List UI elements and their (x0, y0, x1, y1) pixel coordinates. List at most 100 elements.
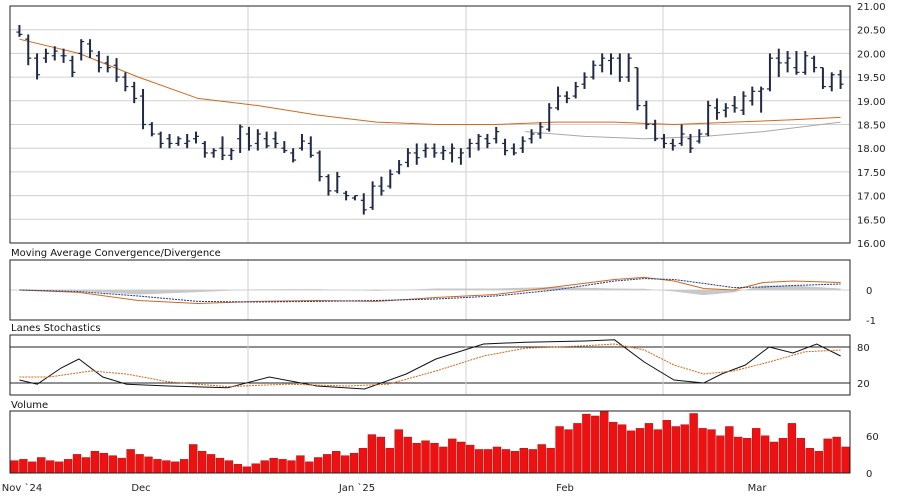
price-bar (369, 181, 376, 210)
x-tick-label: Nov `24 (2, 482, 42, 494)
volume-bar (725, 426, 734, 474)
volume-bar (108, 455, 117, 474)
volume-bar (332, 451, 341, 474)
price-tick-label: 20.50 (857, 26, 886, 37)
volume-bar (734, 436, 743, 474)
price-bar (590, 60, 597, 80)
volume-tick-label: 60 (866, 432, 879, 443)
volume-bar (573, 423, 582, 474)
volume-bar (269, 457, 278, 474)
macd-tick-label: -1 (866, 316, 876, 327)
volume-bar (519, 448, 528, 474)
price-bar (42, 48, 49, 63)
volume-bar (412, 443, 421, 474)
volume-bar (233, 464, 243, 474)
price-tick-label: 19.00 (857, 97, 886, 108)
volume-bar (662, 420, 671, 474)
price-bar (193, 131, 200, 144)
price-bar (749, 86, 756, 106)
price-bar (510, 143, 517, 156)
volume-bar (716, 435, 725, 474)
volume-bar (28, 461, 37, 474)
price-bar (122, 72, 129, 92)
volume-bar (296, 455, 305, 474)
price-bar (360, 193, 367, 215)
volume-bar (609, 421, 618, 474)
price-bar (210, 148, 217, 158)
price-bar (184, 133, 191, 149)
x-axis: Nov `24 Dec Jan `25 Feb Mar (2, 482, 768, 494)
macd-histogram (19, 285, 841, 296)
price-bar (334, 171, 341, 194)
volume-bar (206, 454, 216, 474)
volume-bar (457, 441, 466, 474)
price-bar (351, 195, 358, 201)
price-bar (519, 136, 526, 153)
volume-bar (752, 428, 761, 474)
price-bar (528, 129, 535, 144)
volume-bar (564, 429, 573, 474)
x-tick-label: Dec (131, 483, 150, 494)
volume-bar (144, 456, 153, 474)
volume-bar (626, 430, 636, 474)
volume-bar (483, 449, 493, 474)
price-bar (802, 51, 809, 75)
volume-bar (81, 457, 91, 474)
volume-bar (376, 436, 386, 474)
price-bar (555, 86, 562, 111)
volume-bar (385, 448, 394, 474)
price-bar (475, 133, 482, 151)
price-bar (502, 138, 509, 156)
macd-line (19, 278, 841, 303)
price-bar (343, 190, 350, 201)
price-bar (166, 133, 173, 149)
volume-bar (439, 446, 448, 474)
price-bar (140, 88, 147, 130)
price-bar (25, 34, 32, 66)
volume-bar (805, 448, 814, 474)
price-bar (254, 129, 261, 151)
price-tick-label: 17.00 (857, 192, 886, 203)
volume-panel: Volume 60 0 (9, 400, 879, 480)
volume-bar (635, 428, 645, 474)
price-bar (608, 53, 615, 75)
price-bar (245, 126, 252, 151)
price-bar (307, 136, 314, 158)
moving-average-line (525, 121, 841, 140)
price-tick-label: 18.50 (857, 121, 886, 132)
volume-bar (180, 459, 189, 474)
volume-bar (37, 457, 46, 474)
price-bar (131, 81, 138, 104)
volume-bar (546, 448, 555, 474)
price-bar (281, 141, 288, 153)
volume-bar (430, 443, 439, 474)
volume-bar (591, 415, 600, 474)
volume-bar (358, 448, 368, 474)
price-bar (696, 129, 703, 144)
stoch-line (19, 343, 841, 388)
volume-bar (796, 438, 806, 474)
price-bar (837, 69, 844, 89)
price-bar (484, 133, 491, 149)
price-panel: 21.00 20.50 20.00 19.50 19.00 18.50 18.00 17.50… (9, 2, 886, 250)
volume-bar (63, 459, 73, 474)
macd-line (19, 276, 841, 305)
volume-bar (537, 444, 546, 474)
price-bar (687, 133, 694, 153)
volume-bar (653, 429, 663, 474)
volume-bar (582, 413, 591, 474)
price-bar (563, 91, 570, 104)
price-bar (705, 100, 712, 137)
x-tick-label: Jan `25 (338, 482, 375, 494)
price-bar (396, 160, 403, 175)
x-tick-label: Mar (748, 483, 768, 494)
price-bar (811, 55, 818, 73)
price-bar (272, 131, 279, 149)
volume-bar (215, 457, 225, 474)
volume-bar (778, 438, 788, 474)
volume-bar (314, 457, 323, 474)
volume-bar (117, 457, 126, 474)
x-tick-label: Feb (556, 483, 574, 494)
volume-bar (224, 460, 234, 474)
volume-bar (171, 461, 180, 474)
